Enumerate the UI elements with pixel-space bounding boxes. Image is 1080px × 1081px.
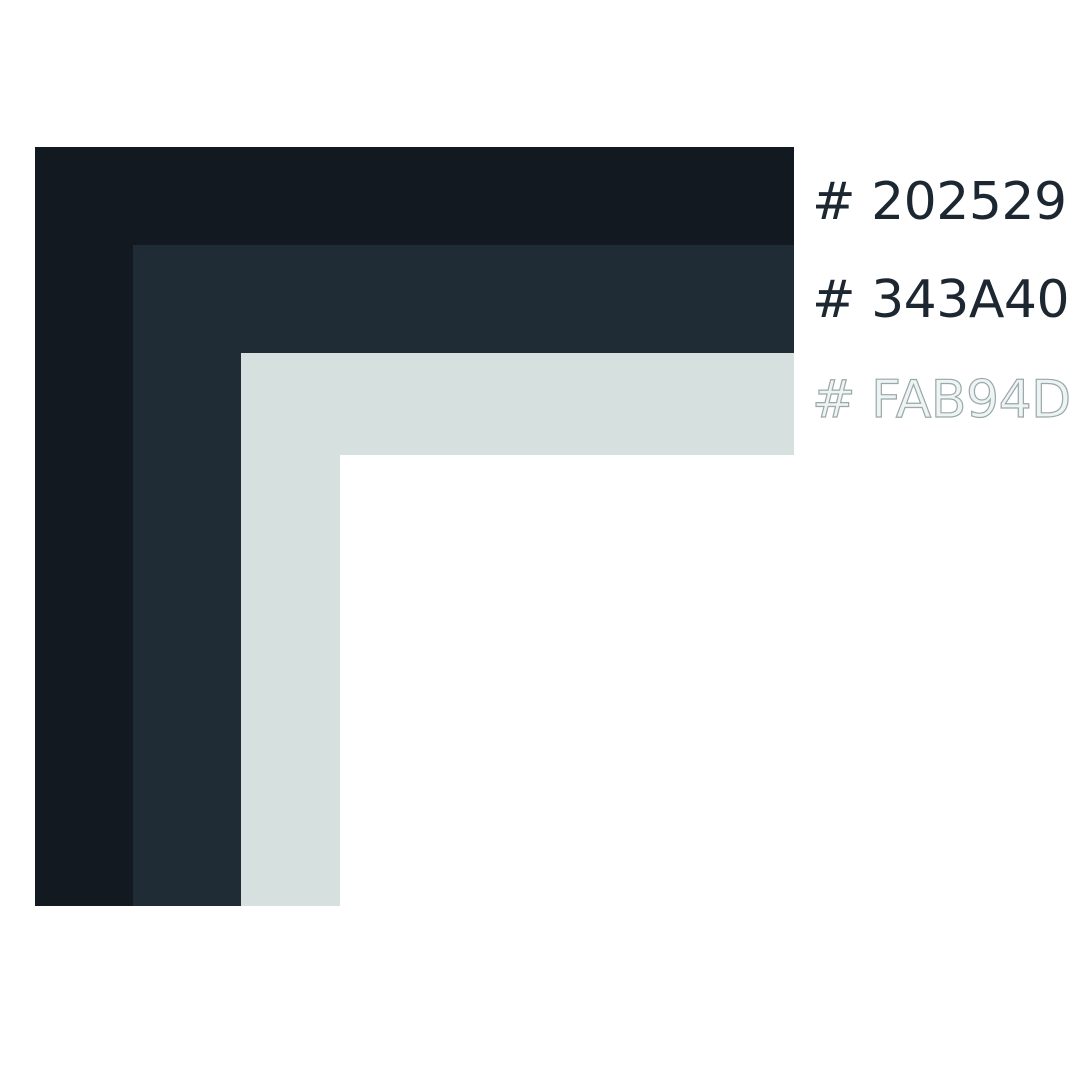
color-code-label-2: # 343A40 <box>812 270 1070 330</box>
color-code-label-3: # FAB94D <box>811 370 1071 430</box>
color-code-label-1: # 202529 <box>812 172 1067 232</box>
inner-white-area <box>340 455 794 906</box>
